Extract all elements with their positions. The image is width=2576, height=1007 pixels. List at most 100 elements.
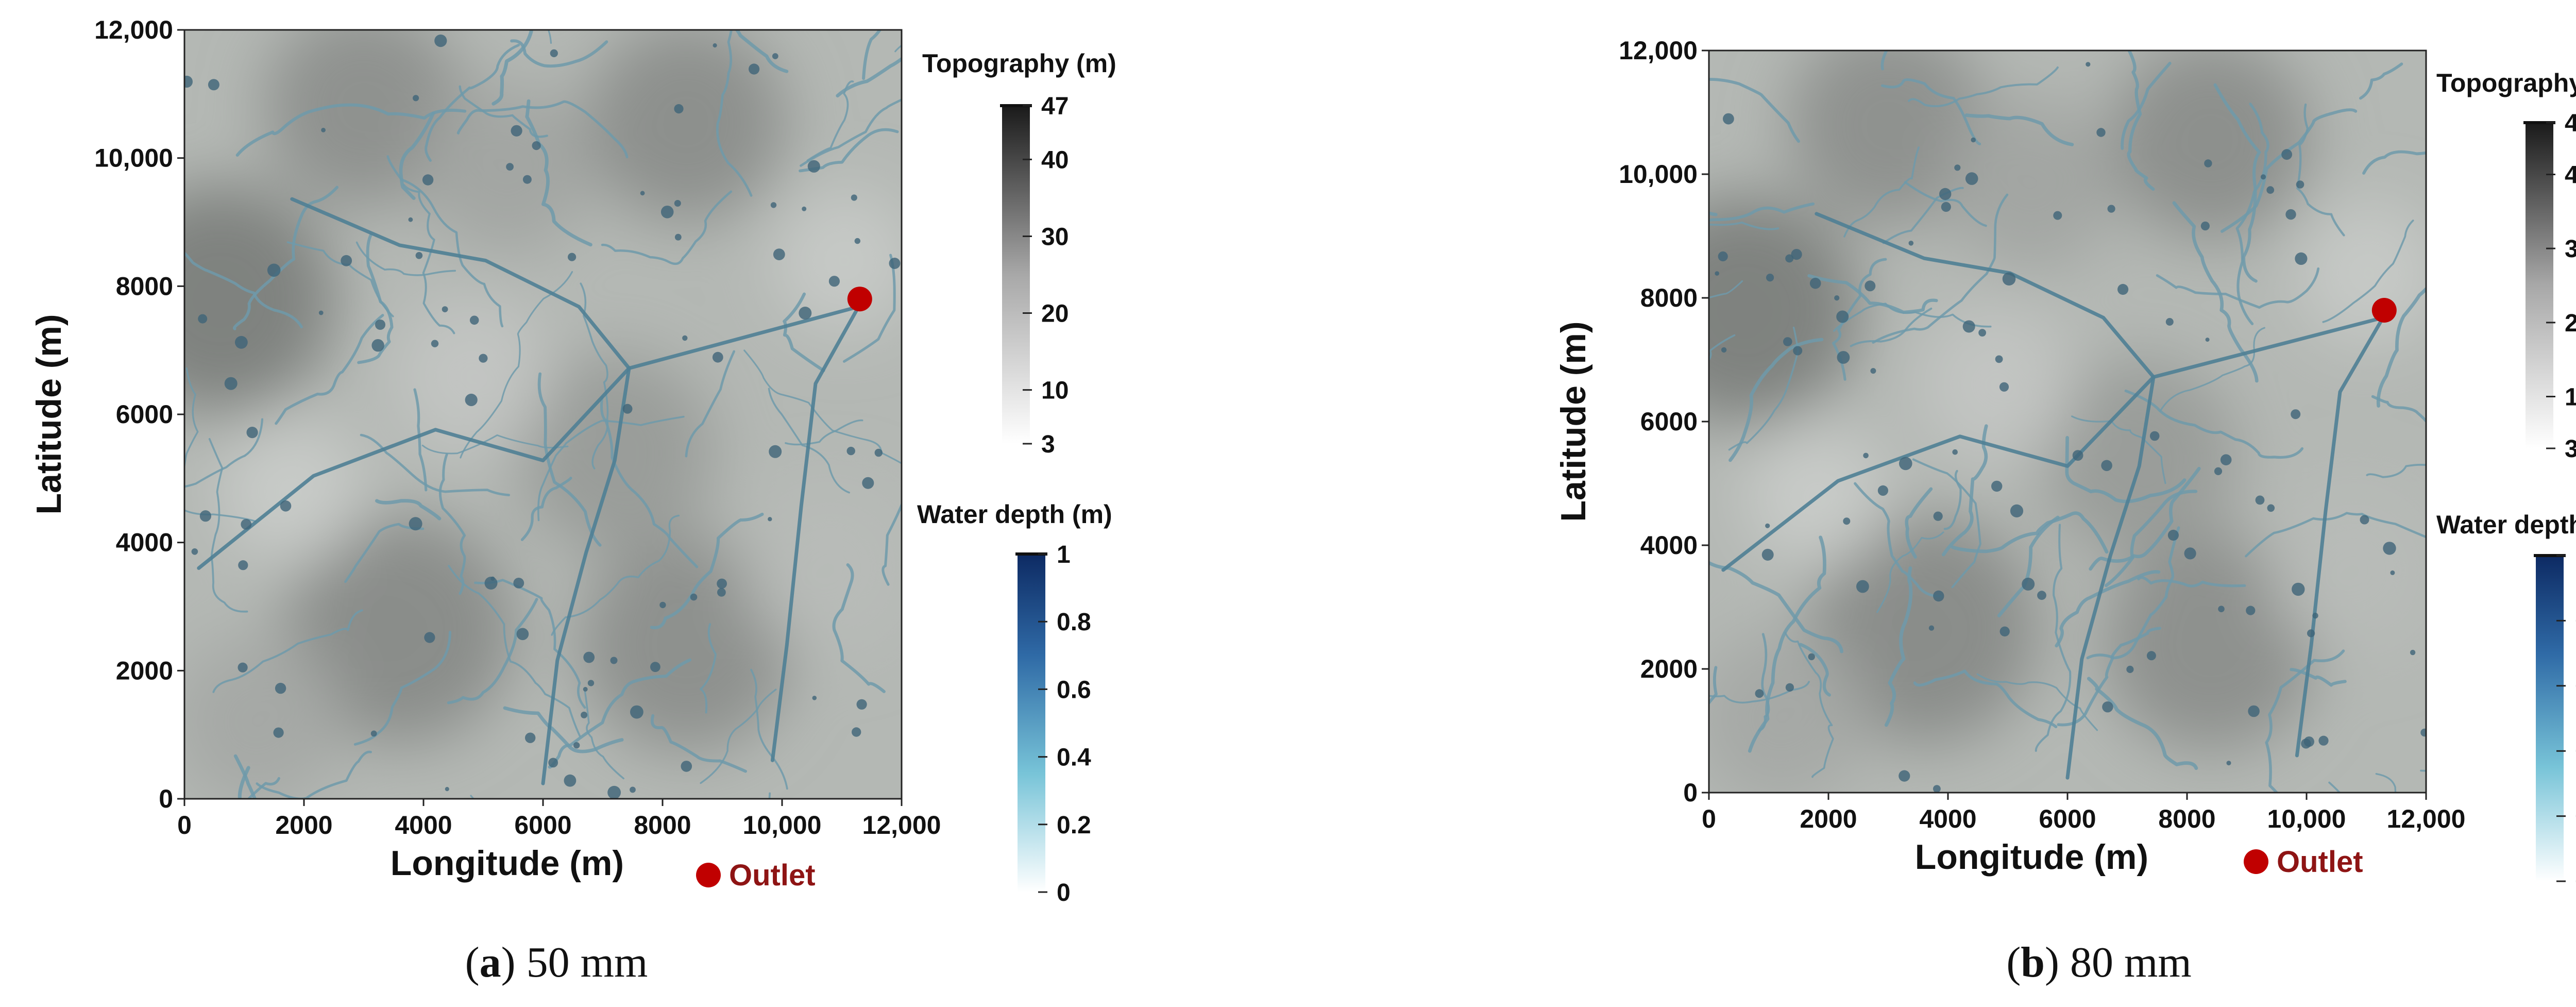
x-tick-label: 4000: [395, 811, 452, 840]
water-pool: [408, 217, 413, 222]
stream-channel: [2137, 576, 2246, 588]
topography-blob: [284, 515, 515, 745]
stream-channel: [2124, 389, 2304, 459]
water-pool: [1837, 351, 1850, 364]
water-pool: [2102, 701, 2113, 713]
x-tick-label: 10,000: [743, 811, 822, 840]
stream-channel: [1709, 561, 1843, 653]
water-pool: [1952, 449, 1958, 455]
water-pool: [1755, 689, 1764, 698]
water-pool: [583, 651, 595, 663]
water-pool: [630, 705, 643, 719]
outlet-marker: [2371, 298, 2397, 323]
stream-channel: [184, 250, 303, 329]
topography-blob: [579, 537, 794, 753]
y-tick-label: 10,000: [94, 144, 173, 173]
water-depth-colorbar: Water depth (m) 0 0.2 0.4 0.6 0.8 1: [2436, 510, 2576, 896]
water-pool: [2146, 651, 2156, 661]
outlet-legend-label: Outlet: [2277, 845, 2363, 879]
stream-channel: [1728, 338, 1824, 462]
water-pool: [1870, 368, 1876, 374]
water-pool: [1761, 548, 1774, 561]
stream-channel: [2086, 526, 2180, 660]
stream-channel: [1943, 469, 1962, 530]
water-pool: [581, 711, 588, 718]
caption-open-paren: (: [465, 938, 480, 986]
axes: 0 2000 4000 6000 8000 10,000 12,000 0 2000 4000 60…: [29, 15, 941, 883]
stream-channel: [836, 57, 902, 98]
stream-channel: [832, 563, 886, 693]
topography-blob: [1945, 98, 2118, 271]
water-pool: [690, 593, 698, 601]
water-depth-colorbar-tick-label: 0.4: [1057, 744, 1091, 771]
water-pool: [568, 253, 577, 261]
stream-channel: [1882, 187, 1964, 244]
stream-channel: [735, 30, 789, 73]
water-pool: [424, 632, 435, 643]
water-depth-colorbar-tick-label: 0: [1057, 879, 1071, 907]
water-pool: [413, 95, 419, 102]
water-pool: [681, 761, 692, 772]
water-pool: [479, 354, 488, 363]
water-pool: [1877, 485, 1888, 496]
stream-channel: [2245, 512, 2426, 558]
water-pool: [511, 125, 522, 137]
stream-channel: [2055, 570, 2161, 648]
water-pool: [506, 163, 514, 171]
water-pool: [318, 310, 324, 315]
stream-channel: [1942, 424, 1988, 557]
topography-colorbar-tick-label: 10: [2565, 383, 2576, 411]
water-pool: [2037, 591, 2046, 600]
water-pool: [851, 194, 857, 201]
water-pool: [717, 578, 727, 589]
water-pool: [273, 727, 284, 738]
stream-channel: [1951, 511, 2109, 554]
water-pool: [2072, 450, 2083, 461]
water-pool: [267, 263, 281, 277]
water-pool: [2002, 272, 2016, 286]
water-pool: [2126, 665, 2134, 673]
stream-channel: [425, 44, 520, 162]
topography-colorbar-tick-label: 30: [2565, 236, 2576, 263]
water-pool: [2220, 454, 2232, 465]
topography-colorbar: Topography (m) 3 10 20 30 40 47: [922, 49, 1116, 458]
water-pool: [799, 307, 812, 320]
axes: 0 2000 4000 6000 8000 10,000 12,000 0 2000 4000 60…: [1554, 36, 2465, 877]
water-pool: [2086, 62, 2091, 67]
caption-close-paren: ): [2045, 938, 2070, 986]
water-pool: [773, 248, 785, 260]
water-pool: [573, 742, 580, 749]
x-tick-label: 4000: [1919, 804, 1976, 833]
y-tick-label: 8000: [1640, 283, 1698, 312]
topography-colorbar-title: Topography (m): [2436, 69, 2576, 97]
water-depth-colorbar-title: Water depth (m): [917, 500, 1112, 529]
stream-channel: [1799, 643, 1831, 697]
topography-blob: [263, 30, 464, 208]
water-pool: [1995, 355, 2003, 363]
topography-colorbar-tick-label: 40: [1041, 146, 1069, 174]
water-pool: [828, 276, 840, 287]
stream-channel: [510, 39, 608, 68]
stream-channel: [1709, 666, 1718, 706]
water-pool: [1991, 480, 2003, 492]
stream-channel: [1912, 458, 1981, 589]
topography-colorbar-gradient: [1002, 106, 1030, 444]
stream-channel: [2362, 150, 2426, 175]
water-pool: [2205, 338, 2210, 342]
stream-channel: [2322, 220, 2414, 323]
water-pool: [548, 758, 558, 768]
water-pool: [564, 774, 577, 787]
caption-letter: a: [480, 938, 501, 986]
stream-channel: [2035, 524, 2072, 752]
water-pool: [2285, 209, 2296, 220]
x-tick-label: 12,000: [2387, 804, 2466, 833]
stream-channel: [184, 418, 264, 488]
water-pool: [465, 393, 478, 407]
topography-colorbar-tick-label: 3: [1041, 431, 1055, 458]
stream-channel: [184, 367, 199, 472]
y-axis-label: Latitude (m): [1554, 321, 1593, 522]
y-tick-label: 4000: [116, 528, 173, 557]
stream-channel: [750, 668, 788, 790]
water-pool: [1999, 382, 2009, 392]
topography-blob: [1917, 305, 2075, 464]
